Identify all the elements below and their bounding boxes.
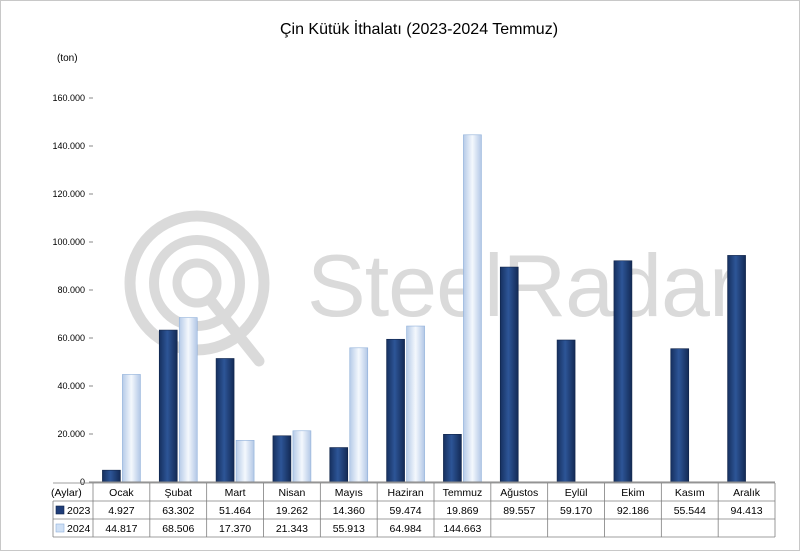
y-tick-label: 120.000 <box>52 189 85 199</box>
bar-2023-Ocak <box>102 469 121 483</box>
y-tick-label: 20.000 <box>57 429 85 439</box>
category-label: Eylül <box>565 487 588 499</box>
data-label: 14.360 <box>333 505 365 517</box>
data-label: 92.186 <box>617 505 649 517</box>
bar-2023-Ekim <box>613 260 633 483</box>
bar-2024-Nisan <box>292 430 312 483</box>
data-label: 89.557 <box>503 505 535 517</box>
chart-title: Çin Kütük İthalatı (2023-2024 Temmuz) <box>280 19 558 38</box>
data-label: 59.474 <box>390 505 422 517</box>
bar-2024-Haziran <box>406 325 425 483</box>
data-label: 64.984 <box>390 523 422 535</box>
data-label: 51.464 <box>219 505 251 517</box>
bar-2023-Şubat <box>158 329 178 483</box>
data-label: 55.913 <box>333 523 365 535</box>
bar-2023-Haziran <box>386 338 405 483</box>
data-table: (Aylar) Ocak Şubat Mart Nisan Mayıs Haziran Tem… <box>51 482 776 538</box>
y-unit-label: (ton) <box>57 53 78 64</box>
data-label: 55.544 <box>674 505 706 517</box>
data-label: 144.663 <box>443 523 481 535</box>
data-label: 4.927 <box>108 505 134 517</box>
category-label: Haziran <box>387 487 423 499</box>
data-label: 94.413 <box>731 505 763 517</box>
data-label: 59.170 <box>560 505 592 517</box>
bar-2023-Aralık <box>727 255 746 483</box>
bar-2024-Şubat <box>178 317 198 483</box>
data-label: 44.817 <box>105 523 137 535</box>
y-tick-label: 80.000 <box>57 285 85 295</box>
legend-label-2024: 2024 <box>67 523 91 535</box>
bar-2023-Nisan <box>272 435 292 483</box>
bar-2024-Ocak <box>122 374 141 483</box>
legend-swatch-2023 <box>55 505 65 515</box>
data-label: 63.302 <box>162 505 194 517</box>
legend-label-2023: 2023 <box>67 505 91 517</box>
category-label: Nisan <box>278 487 305 499</box>
bar-2023-Mart <box>215 358 235 483</box>
data-label: 19.262 <box>276 505 308 517</box>
category-label: Ekim <box>621 487 645 499</box>
bar-2024-Mayıs <box>349 347 369 483</box>
watermark-text: SteelRadar <box>307 236 737 335</box>
bar-2024-Mart <box>235 440 255 483</box>
y-tick-label: 160.000 <box>52 93 85 103</box>
y-tick-label: 60.000 <box>57 333 85 343</box>
y-tick-label: 40.000 <box>57 381 85 391</box>
category-label: Mart <box>225 487 246 499</box>
bar-2023-Kasım <box>670 348 690 483</box>
data-label: 19.869 <box>446 505 478 517</box>
x-axis-label: (Aylar) <box>51 487 82 499</box>
data-label: 17.370 <box>219 523 251 535</box>
category-label: Mayıs <box>335 487 363 499</box>
category-label: Temmuz <box>443 487 483 499</box>
y-tick-label: 140.000 <box>52 141 85 151</box>
category-label: Aralık <box>733 487 761 499</box>
bar-2023-Mayıs <box>329 447 349 483</box>
legend-swatch-2024 <box>55 523 65 533</box>
category-label: Ağustos <box>500 487 538 499</box>
watermark-logo: SteelRadar <box>124 210 738 367</box>
bar-2024-Temmuz <box>463 134 482 483</box>
bar-2023-Temmuz <box>443 434 462 483</box>
data-label: 68.506 <box>162 523 194 535</box>
category-label: Kasım <box>675 487 705 499</box>
y-axis: 0 20.000 40.000 60.000 80.000 100.000 120.000 1… <box>52 93 93 487</box>
bar-2023-Eylül <box>556 339 576 483</box>
y-tick-label: 100.000 <box>52 237 85 247</box>
bars <box>93 134 775 483</box>
bar-2023-Ağustos <box>499 266 519 483</box>
category-label: Ocak <box>109 487 134 499</box>
data-label: 21.343 <box>276 523 308 535</box>
y-tick-label: 0 <box>80 477 85 487</box>
category-label: Şubat <box>165 487 193 499</box>
